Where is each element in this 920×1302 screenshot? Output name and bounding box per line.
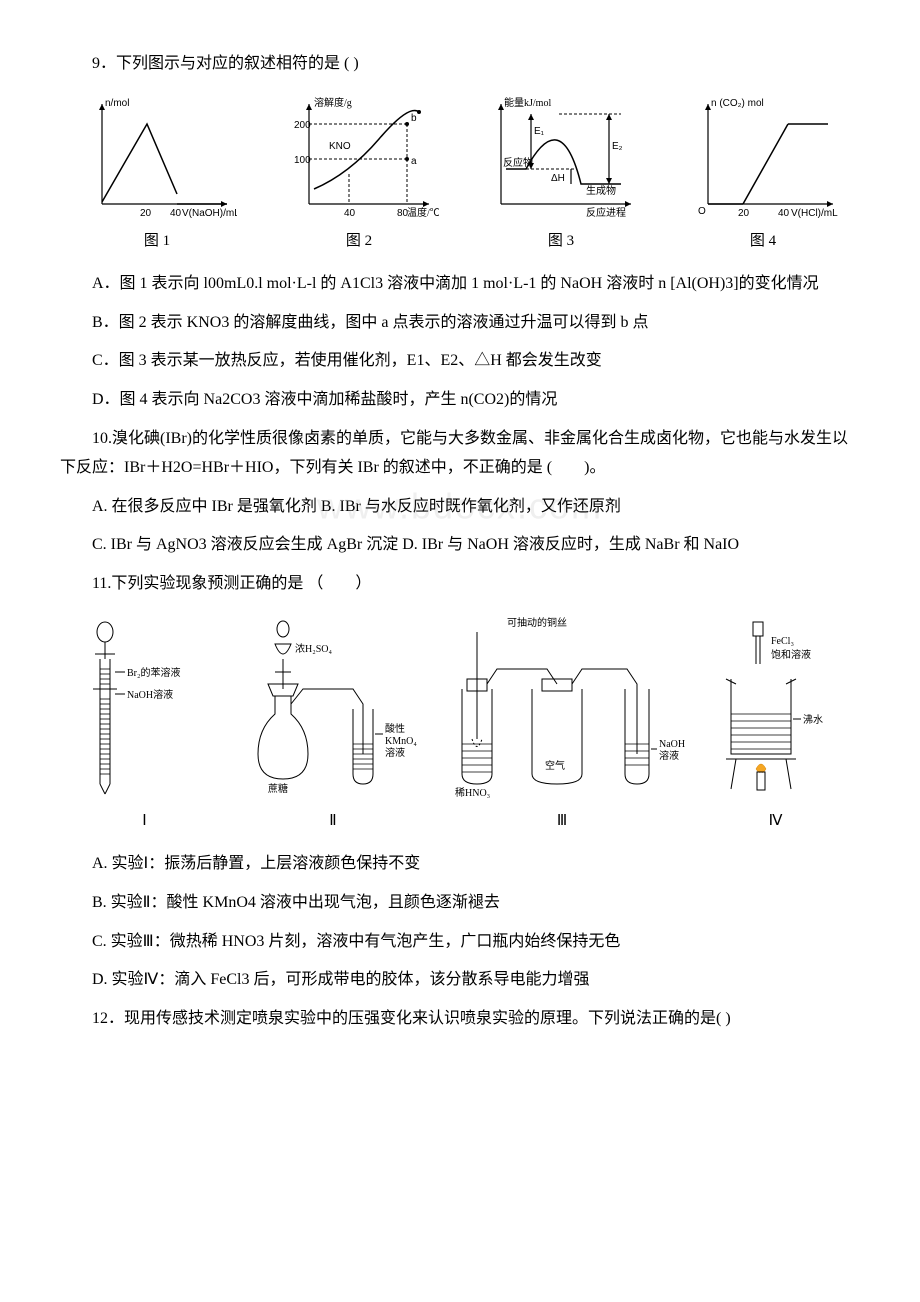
q9-optB: B．图 2 表示 KNO3 的溶解度曲线，图中 a 点表示的溶液通过升温可以得到… — [60, 309, 860, 338]
fig2-ytick2: 200 — [294, 120, 311, 131]
fig3-reactant: 反应物 — [503, 156, 533, 169]
fig2-point-b: b — [411, 113, 417, 124]
q10-opts-line1: A. 在很多反应中 IBr 是强氧化剂 B. IBr 与水反应时既作氧化剂，又作… — [60, 493, 860, 522]
fig3-E1: E₁ — [534, 126, 545, 137]
exp2-right-top: 酸性 — [385, 722, 405, 735]
fig4-xlabel: V(HCl)/mL — [791, 208, 838, 219]
fig2: 溶解度/g 200 100 KNO a b 40 80 温度/℃ 图 2 — [262, 94, 456, 255]
fig4-origin: O — [698, 206, 706, 217]
q9-optA: A．图 1 表示向 l00mL0.l mol·L-l 的 A1Cl3 溶液中滴加… — [60, 270, 860, 299]
fig3: 能量kJ/mol E₁ E₂ 反应物 生成物 ΔH 反应进程 图 3 — [464, 94, 658, 255]
fig4-label: 图 4 — [750, 228, 776, 255]
q9-stem: 9．下列图示与对应的叙述相符的是 ( ) — [60, 50, 860, 79]
fig1-xlabel: V(NaOH)/mL — [182, 208, 237, 219]
q11-optB: B. 实验Ⅱ：酸性 KMnO4 溶液中出现气泡，且颜色逐渐褪去 — [60, 889, 860, 918]
exp4-dropper: FeCl₃ — [771, 636, 794, 647]
fig3-E2: E₂ — [612, 141, 623, 152]
fig3-xlabel: 反应进程 — [586, 206, 626, 219]
q9-optC: C．图 3 表示某一放热反应，若使用催化剂，E1、E2、△H 都会发生改变 — [60, 347, 860, 376]
q10-stem: 10.溴化碘(IBr)的化学性质很像卤素的单质，它能与大多数金属、非金属化合生成… — [60, 425, 860, 483]
q11-optD: D. 实验Ⅳ：滴入 FeCl3 后，可形成带电的胶体，该分散系导电能力增强 — [60, 966, 860, 995]
q10-opts-line2: C. IBr 与 AgNO3 溶液反应会生成 AgBr 沉淀 D. IBr 与 … — [60, 531, 860, 560]
exp2-right-bot: 溶液 — [385, 746, 405, 759]
exp1: Br₂的苯溶液 NaOH溶液 Ⅰ — [60, 614, 229, 835]
exp4-label: Ⅳ — [769, 808, 783, 835]
exp1-top-label: Br₂的苯溶液 — [127, 666, 181, 679]
exp1-bottom-label: NaOH溶液 — [127, 688, 173, 701]
fig1: n/mol 20 40 V(NaOH)/mL 图 1 — [60, 94, 254, 255]
fig4-xtick1: 20 — [738, 208, 750, 219]
exp2-right-mid: KMnO₄ — [385, 736, 417, 747]
q11-optC: C. 实验Ⅲ：微热稀 HNO3 片刻，溶液中有气泡产生，广口瓶内始终保持无色 — [60, 928, 860, 957]
exp3: 可抽动的铜丝 稀HNO₃ 空气 — [437, 614, 687, 835]
q9-figures: n/mol 20 40 V(NaOH)/mL 图 1 溶解度/g — [60, 94, 860, 255]
exp2-left: 蔗糖 — [268, 782, 288, 795]
fig3-ylabel: 能量kJ/mol — [504, 96, 551, 109]
exp2: 浓H₂SO₄ 蔗糖 酸性 KMnO₄ 溶液 Ⅱ — [233, 614, 433, 835]
fig3-dH: ΔH — [551, 173, 565, 184]
fig4-ylabel: n (CO₂) mol — [711, 98, 764, 109]
fig1-xtick2: 40 — [170, 208, 182, 219]
fig3-label: 图 3 — [548, 228, 574, 255]
exp3-right-top: NaOH — [659, 739, 685, 750]
exp4-sat: 饱和溶液 — [771, 648, 811, 661]
fig2-curve-label: KNO — [329, 141, 351, 152]
exp2-funnel: 浓H₂SO₄ — [295, 643, 332, 655]
fig2-ytick1: 100 — [294, 155, 311, 166]
exp3-right-bot: 溶液 — [659, 749, 679, 762]
q12-stem: 12．现用传感技术测定喷泉实验中的压强变化来认识喷泉实验的原理。下列说法正确的是… — [60, 1005, 860, 1034]
fig2-xlabel: 温度/℃ — [407, 206, 439, 219]
exp1-label: Ⅰ — [142, 808, 146, 835]
exp3-left: 稀HNO₃ — [455, 786, 490, 799]
fig3-product: 生成物 — [586, 184, 616, 197]
exp4: FeCl₃ 饱和溶液 沸水 Ⅳ — [691, 614, 860, 835]
q11-experiments: Br₂的苯溶液 NaOH溶液 Ⅰ 浓H₂SO₄ 蔗糖 — [60, 614, 860, 835]
exp3-label: Ⅲ — [557, 808, 567, 835]
fig2-label: 图 2 — [346, 228, 372, 255]
fig1-label: 图 1 — [144, 228, 170, 255]
fig1-xtick1: 20 — [140, 208, 152, 219]
fig4-xtick2: 40 — [778, 208, 790, 219]
fig2-point-a: a — [411, 156, 417, 167]
q11-stem: 11.下列实验现象预测正确的是 （ ） — [60, 570, 860, 599]
fig4: n (CO₂) mol O 20 40 V(HCl)/mL 图 4 — [666, 94, 860, 255]
exp3-wire: 可抽动的铜丝 — [507, 616, 567, 629]
exp3-mid: 空气 — [545, 759, 565, 772]
q11-optA: A. 实验Ⅰ：振荡后静置，上层溶液颜色保持不变 — [60, 850, 860, 879]
fig2-xtick1: 40 — [344, 208, 356, 219]
exp2-label: Ⅱ — [329, 808, 336, 835]
fig1-ylabel: n/mol — [105, 98, 129, 109]
fig2-ylabel: 溶解度/g — [314, 96, 352, 109]
q9-optD: D．图 4 表示向 Na2CO3 溶液中滴加稀盐酸时，产生 n(CO2)的情况 — [60, 386, 860, 415]
exp4-water: 沸水 — [803, 713, 823, 726]
